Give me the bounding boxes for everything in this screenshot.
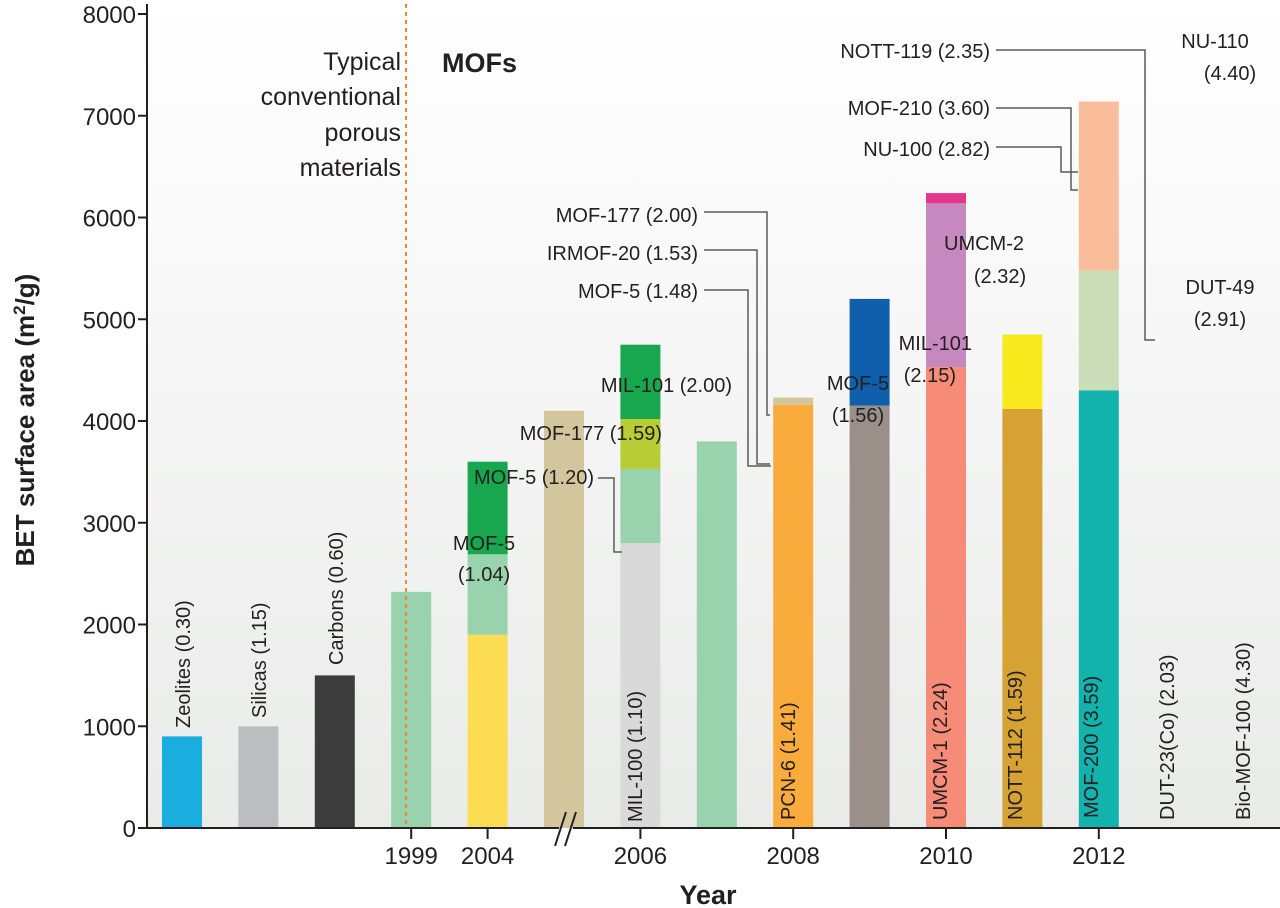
bar-4-segment-0 bbox=[467, 634, 508, 828]
y-tick-label-6000: 6000 bbox=[83, 206, 136, 233]
label-dut23: DUT-23(Co) (2.03) bbox=[1157, 654, 1179, 820]
bar-5-segment-0 bbox=[544, 410, 584, 828]
bar-12-segment-0 bbox=[1078, 390, 1119, 828]
bar-10-segment-2 bbox=[926, 193, 966, 204]
label-nott112: NOTT-112 (1.59) bbox=[1005, 670, 1027, 820]
label-mof5-156-line-2: (1.56) bbox=[832, 405, 884, 427]
x-tick-label-2006: 2006 bbox=[614, 843, 667, 870]
label-biomof100: Bio-MOF-100 (4.30) bbox=[1233, 642, 1255, 820]
bar-12-segment-1 bbox=[1078, 270, 1119, 391]
label-irmof20: IRMOF-20 (1.53) bbox=[547, 243, 698, 265]
bar-6-segment-0 bbox=[620, 543, 661, 828]
axes-layer: 0 1000 2000 3000 4000 5000 6000 7000 8000 1999 200… bbox=[83, 2, 1280, 870]
leader-line-0 bbox=[598, 477, 622, 553]
label-mil101-200: MIL-101 (2.00) bbox=[601, 375, 732, 397]
y-axis-title-tail: /g) bbox=[10, 274, 40, 306]
axis-break-mark-1 bbox=[554, 811, 567, 847]
bar-8-segment-1 bbox=[773, 397, 814, 405]
bar-8-segment-0 bbox=[773, 404, 814, 828]
label-mof210: MOF-210 (3.60) bbox=[848, 98, 990, 120]
y-tick-label-4000: 4000 bbox=[83, 409, 136, 436]
leader-line-4 bbox=[996, 49, 1155, 341]
x-tick-label-2010: 2010 bbox=[919, 843, 972, 870]
axis-break-mark-2 bbox=[564, 811, 577, 847]
label-mof200: MOF-200 (3.59) bbox=[1081, 676, 1103, 818]
conventional-label-line-1: Typical bbox=[323, 48, 401, 76]
label-mil101-215-line-1: MIL-101 bbox=[899, 333, 972, 355]
bar-4-segment-1 bbox=[467, 554, 508, 635]
y-tick-label-3000: 3000 bbox=[83, 511, 136, 538]
y-tick-label-7000: 7000 bbox=[83, 104, 136, 131]
label-mof5-148: MOF-5 (1.48) bbox=[578, 281, 698, 303]
label-nott119: NOTT-119 (2.35) bbox=[840, 41, 990, 63]
leader-line-3 bbox=[704, 289, 771, 467]
label-mof177-200: MOF-177 (2.00) bbox=[556, 205, 698, 227]
conventional-label-line-4: materials bbox=[300, 154, 401, 182]
leader-line-5 bbox=[996, 107, 1078, 191]
bar-3-segment-0 bbox=[391, 591, 432, 828]
label-nu110-line-2: (4.40) bbox=[1204, 63, 1256, 85]
label-mof5-2004: MOF-5 (1.20) bbox=[474, 467, 594, 489]
label-mil100: MIL-100 (1.10) bbox=[625, 691, 647, 822]
bar-9-segment-0 bbox=[849, 405, 890, 828]
label-nu100: NU-100 (2.82) bbox=[863, 139, 990, 161]
x-tick-label-2008: 2008 bbox=[767, 843, 820, 870]
label-mof5-156-line-1: MOF-5 bbox=[827, 373, 889, 395]
leader-lines-layer bbox=[598, 49, 1155, 553]
label-zeolites: Zeolites (0.30) bbox=[173, 600, 195, 728]
label-umcm1: UMCM-1 (2.24) bbox=[930, 682, 952, 820]
label-mil101-215-line-2: (2.15) bbox=[904, 365, 956, 387]
label-mof5-1999-line-1: MOF-5 bbox=[453, 533, 515, 555]
bar-11-segment-1 bbox=[1002, 334, 1043, 409]
y-tick-label-2000: 2000 bbox=[83, 613, 136, 640]
y-axis-title: BET surface area (m2/g) bbox=[10, 274, 41, 567]
label-umcm2-line-1: UMCM-2 bbox=[944, 233, 1024, 255]
x-axis-title: Year bbox=[679, 880, 737, 908]
y-axis-title-main: BET surface area (m bbox=[10, 315, 40, 566]
y-tick-label-5000: 5000 bbox=[83, 307, 136, 334]
y-tick-label-1000: 1000 bbox=[83, 714, 136, 741]
bar-6-segment-3 bbox=[620, 344, 661, 419]
bar-11-segment-0 bbox=[1002, 408, 1043, 828]
bar-12-segment-2 bbox=[1078, 101, 1119, 271]
bar-6-segment-1 bbox=[620, 468, 661, 544]
bar-4-segment-2 bbox=[467, 461, 508, 555]
leader-line-1 bbox=[704, 211, 770, 416]
bar-2-segment-0 bbox=[314, 675, 355, 828]
bar-1-segment-0 bbox=[238, 726, 279, 829]
label-dut49-line-1: DUT-49 bbox=[1186, 277, 1255, 299]
leader-line-2 bbox=[704, 249, 770, 465]
label-carbons: Carbons (0.60) bbox=[326, 532, 348, 665]
x-tick-label-2004: 2004 bbox=[461, 843, 514, 870]
y-tick-label-0: 0 bbox=[123, 816, 136, 843]
bars-layer bbox=[162, 101, 1119, 829]
bar-7-segment-0 bbox=[696, 441, 737, 828]
label-pcn6: PCN-6 (1.41) bbox=[778, 702, 800, 820]
conventional-label-line-2: conventional bbox=[261, 83, 401, 111]
x-tick-label-1999: 1999 bbox=[385, 843, 438, 870]
bar-10-segment-0 bbox=[926, 367, 966, 828]
bar-6-segment-2 bbox=[620, 419, 661, 469]
conventional-label-line-3: porous bbox=[325, 119, 401, 147]
y-tick-label-8000: 8000 bbox=[83, 2, 136, 29]
label-mof5-1999-line-2: (1.04) bbox=[458, 564, 510, 586]
x-tick-label-2012: 2012 bbox=[1072, 843, 1125, 870]
label-silicas: Silicas (1.15) bbox=[249, 602, 271, 718]
label-mof177-2004: MOF-177 (1.59) bbox=[520, 423, 662, 445]
bar-0-segment-0 bbox=[162, 736, 202, 828]
label-nu110-line-1: NU-110 bbox=[1181, 31, 1248, 53]
bar-9-segment-1 bbox=[849, 298, 890, 406]
y-axis-title-sup: 2 bbox=[10, 305, 29, 314]
label-dut49-line-2: (2.91) bbox=[1194, 309, 1246, 331]
bar-10-segment-1 bbox=[926, 203, 966, 368]
leader-line-6 bbox=[996, 146, 1078, 173]
mofs-label: MOFs bbox=[442, 48, 517, 78]
label-umcm2-line-2: (2.32) bbox=[974, 266, 1026, 288]
